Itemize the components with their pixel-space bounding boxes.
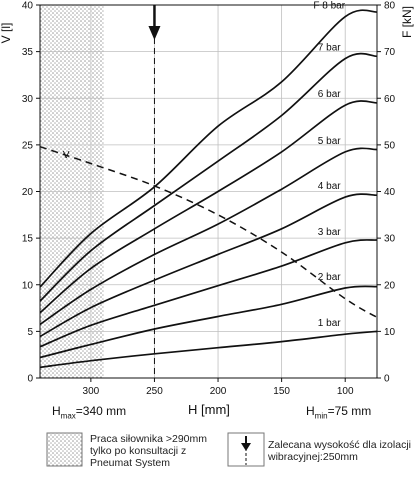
left-tick-label: 25: [22, 140, 34, 151]
hmax-sub: max: [60, 411, 76, 421]
left-tick-label: 30: [22, 94, 34, 105]
hmax-h: H: [52, 404, 61, 418]
legend-restricted-line-2: tylko po konsultacji z: [90, 445, 187, 457]
recommended-arrow-head: [148, 26, 161, 40]
series-line-2: [39, 285, 378, 359]
right-tick-label: 50: [384, 140, 396, 151]
series-line-6: [39, 100, 378, 314]
legend-restricted-swatch: [46, 432, 83, 467]
series-label-2: 2 bar: [318, 272, 341, 283]
volume-series-label: V: [63, 150, 70, 161]
right-axis-title: F [kN]: [400, 6, 414, 38]
left-tick-label: 40: [22, 1, 34, 12]
series-label-8: F 8 bar: [313, 1, 345, 12]
x-tick-label: 200: [210, 386, 227, 397]
legend-restricted-text: Praca siłownika >290mm tylko po konsulta…: [90, 433, 207, 469]
x-tick-label: 300: [83, 386, 100, 397]
right-tick-label: 30: [384, 234, 396, 245]
left-tick-label: 20: [22, 187, 34, 198]
right-tick-label: 70: [384, 47, 396, 58]
right-tick-label: 80: [384, 1, 396, 12]
left-tick-label: 10: [22, 280, 34, 291]
legend-recommended-line-2: wibracyjnej:250mm: [268, 451, 358, 463]
series-line-8: [39, 9, 378, 288]
series-label-7: 7 bar: [318, 43, 341, 54]
left-tick-label: 15: [22, 234, 34, 245]
series-line-3: [39, 239, 378, 348]
series-line-4: [39, 193, 378, 338]
series-line-1: [39, 330, 378, 369]
legend-restricted-line-1: Praca siłownika >290mm: [90, 433, 208, 445]
left-tick-label: 0: [27, 374, 33, 385]
right-tick-label: 10: [384, 327, 396, 338]
series-label-3: 3 bar: [318, 227, 341, 238]
right-tick-label: 40: [384, 187, 396, 198]
left-axis-title: V [l]: [0, 23, 13, 44]
left-tick-label: 35: [22, 47, 34, 58]
x-axis-title-text: H [mm]: [188, 402, 230, 417]
hmin-sub: min: [314, 411, 328, 421]
x-tick-label: 150: [273, 386, 290, 397]
legend-recommended-arrow-head: [241, 443, 251, 451]
legend-recommended-text: Zalecana wysokość dla izolacji wibracyjn…: [268, 439, 411, 463]
hmin-label: Hmin=75 mm: [306, 404, 371, 420]
x-axis-title: H [mm]: [188, 402, 230, 417]
series-label-4: 4 bar: [318, 181, 341, 192]
right-tick-label: 60: [384, 94, 396, 105]
x-tick-label: 100: [337, 386, 354, 397]
volume-series-line: [39, 145, 378, 319]
series-label-1: 1 bar: [318, 318, 341, 329]
series-line-7: [39, 52, 378, 302]
hmin-h: H: [306, 404, 315, 418]
series-line-5: [39, 147, 378, 326]
hmax-label: Hmax=340 mm: [52, 404, 126, 420]
left-tick-label: 5: [27, 327, 33, 338]
x-tick-label: 250: [146, 386, 163, 397]
legend-restricted-line-3: Pneumat System: [90, 457, 170, 469]
legend-recommended-line-1: Zalecana wysokość dla izolacji: [268, 439, 411, 451]
right-tick-label: 0: [384, 374, 390, 385]
right-tick-label: 20: [384, 280, 396, 291]
hmax-value: =340 mm: [75, 404, 127, 418]
series-label-5: 5 bar: [318, 136, 341, 147]
hmin-value: =75 mm: [327, 404, 372, 418]
series-label-6: 6 bar: [318, 89, 341, 100]
